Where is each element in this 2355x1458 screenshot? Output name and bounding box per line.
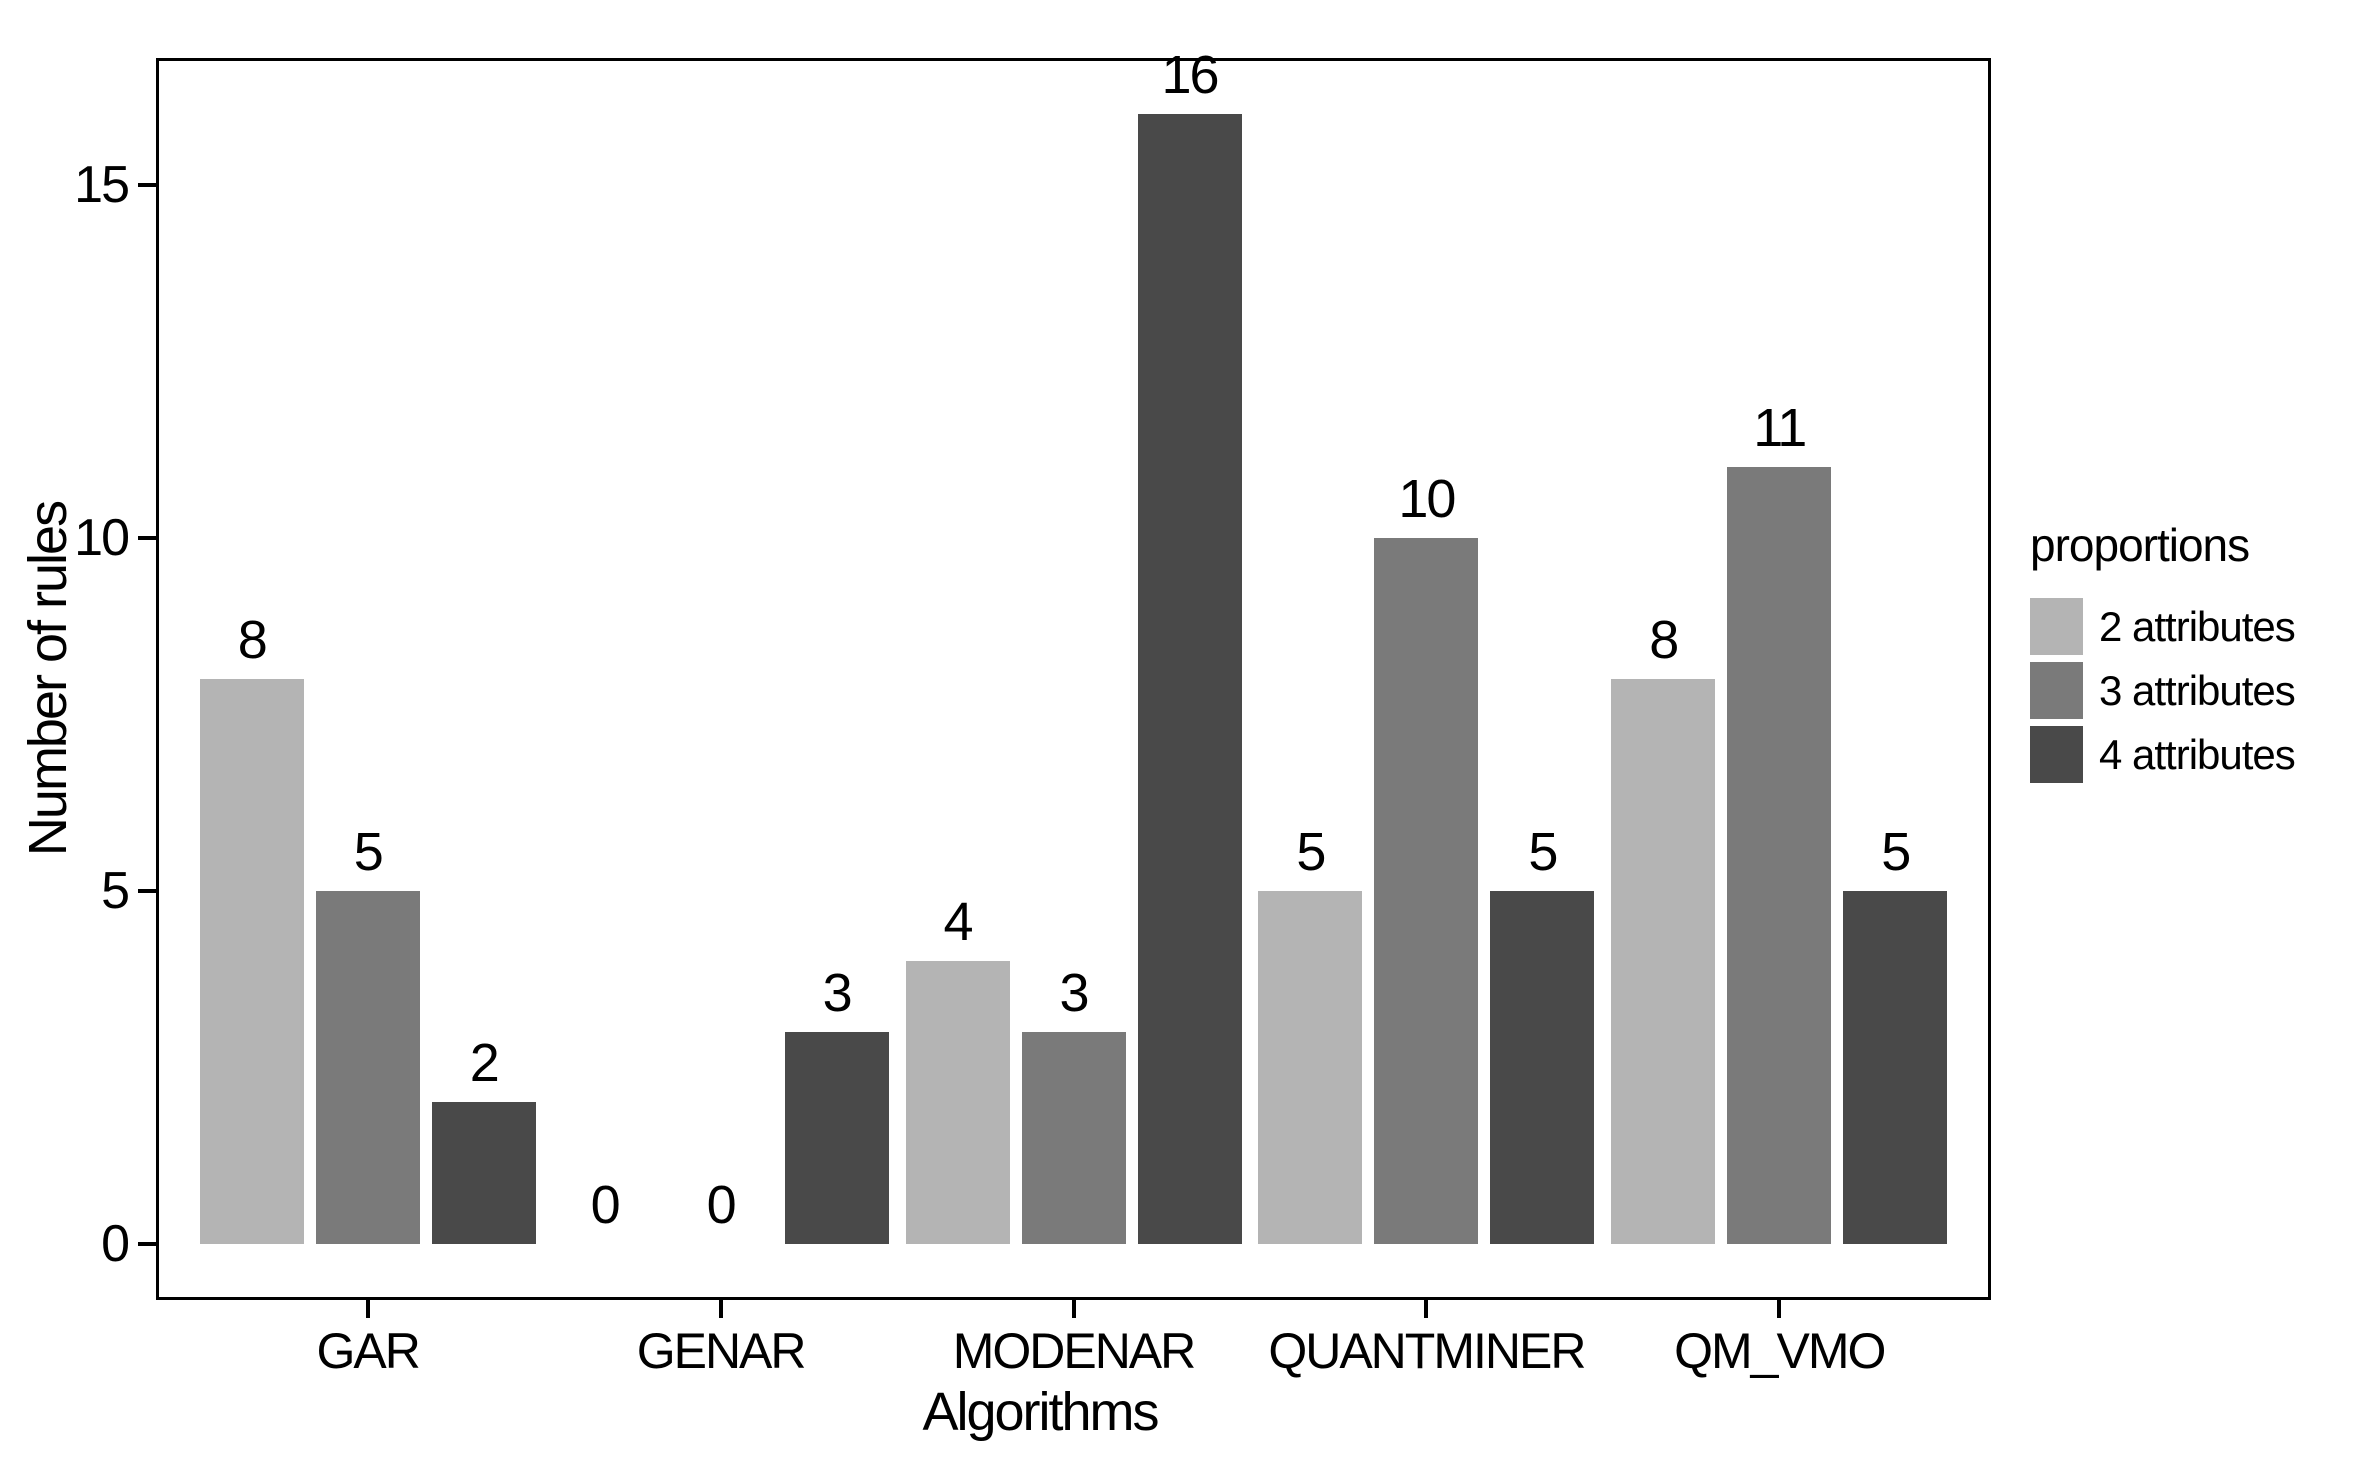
y-tick-label: 15 xyxy=(74,156,130,215)
bar-gar-2-attributes xyxy=(199,679,304,1244)
legend-title: proportions xyxy=(2030,519,2250,571)
bar-qm_vmo-2-attributes xyxy=(1611,679,1716,1244)
bar-gar-3-attributes xyxy=(315,890,420,1244)
y-axis-title: Number of rules xyxy=(18,501,78,857)
bar-value-label: 3 xyxy=(1059,962,1089,1023)
y-tick-mark xyxy=(138,1241,156,1246)
bar-modenar-2-attributes xyxy=(905,961,1010,1244)
bar-quantminer-4-attributes xyxy=(1490,890,1595,1244)
y-tick-mark xyxy=(138,888,156,893)
legend-swatch-icon xyxy=(2030,662,2083,719)
bar-genar-4-attributes xyxy=(784,1031,889,1244)
legend-swatch-icon xyxy=(2030,726,2083,783)
x-tick-label-genar: GENAR xyxy=(636,1323,807,1379)
legend-swatch-icon xyxy=(2030,598,2083,655)
x-tick-label-qm_vmo: QM_VMO xyxy=(1674,1323,1886,1379)
legend-item-label: 2 attributes xyxy=(2099,602,2296,650)
bar-gar-4-attributes xyxy=(431,1102,536,1244)
x-tick-mark xyxy=(1777,1300,1782,1318)
bar-value-label: 0 xyxy=(590,1174,621,1235)
y-tick-label: 10 xyxy=(74,508,130,567)
bar-value-label: 5 xyxy=(1881,821,1911,882)
bar-value-label: 5 xyxy=(1528,821,1558,882)
bar-value-label: 3 xyxy=(822,962,853,1023)
x-tick-mark xyxy=(718,1300,723,1318)
x-tick-label-modenar: MODENAR xyxy=(952,1323,1197,1379)
x-tick-mark xyxy=(1071,1300,1076,1318)
bar-value-label: 8 xyxy=(1649,610,1679,670)
bar-qm_vmo-4-attributes xyxy=(1843,890,1948,1244)
bar-quantminer-2-attributes xyxy=(1258,890,1363,1244)
bar-value-label: 16 xyxy=(1161,45,1219,106)
x-tick-label-gar: GAR xyxy=(316,1323,421,1379)
legend-item-4-attributes: 4 attributes xyxy=(2030,726,2350,783)
bar-value-label: 8 xyxy=(237,610,268,670)
legend-item-label: 3 attributes xyxy=(2099,666,2296,714)
bar-modenar-3-attributes xyxy=(1021,1031,1126,1244)
bar-qm_vmo-3-attributes xyxy=(1727,467,1832,1244)
legend: proportions 2 attributes 3 attributes 4 at… xyxy=(2030,522,2350,790)
x-tick-mark xyxy=(365,1300,370,1318)
x-tick-label-quantminer: QUANTMINER xyxy=(1268,1323,1586,1379)
legend-item-label: 4 attributes xyxy=(2099,730,2296,778)
y-tick-mark xyxy=(138,183,156,188)
bar-quantminer-3-attributes xyxy=(1374,537,1479,1244)
legend-item-3-attributes: 3 attributes xyxy=(2030,662,2350,719)
bar-value-label: 5 xyxy=(353,821,384,882)
y-tick-label: 0 xyxy=(101,1214,130,1273)
bar-value-label: 10 xyxy=(1398,468,1456,529)
x-tick-mark xyxy=(1424,1300,1429,1318)
x-axis-title: Algorithms xyxy=(922,1382,1159,1442)
bar-value-label: 0 xyxy=(706,1174,737,1235)
y-tick-mark xyxy=(138,535,156,540)
y-tick-label: 5 xyxy=(101,861,130,920)
legend-items: 2 attributes 3 attributes 4 attributes xyxy=(2030,598,2350,783)
legend-item-2-attributes: 2 attributes xyxy=(2030,598,2350,655)
bar-value-label: 2 xyxy=(469,1033,500,1094)
bar-value-label: 11 xyxy=(1753,398,1807,459)
bar-modenar-4-attributes xyxy=(1137,114,1242,1244)
bar-value-label: 4 xyxy=(943,892,973,953)
bar-value-label: 5 xyxy=(1296,821,1326,882)
